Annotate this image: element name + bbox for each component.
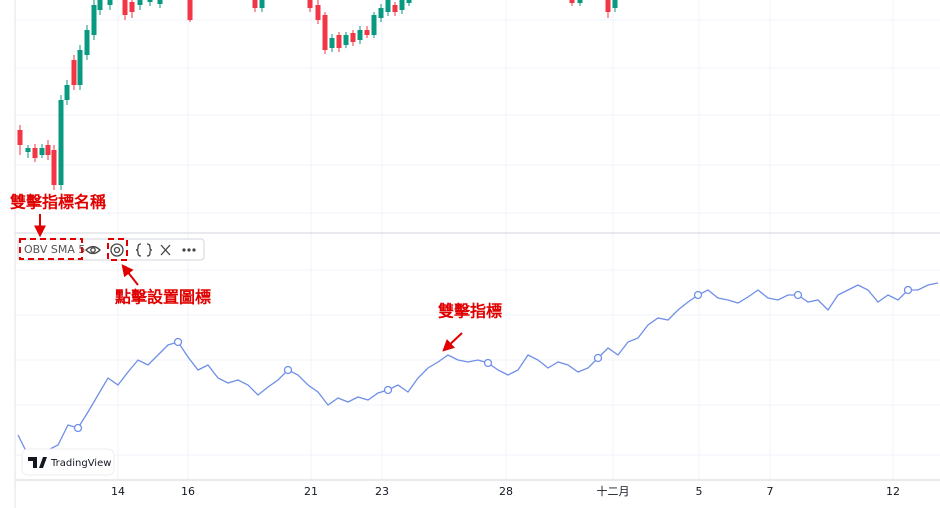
settings-icon[interactable] <box>110 243 124 257</box>
annotation-text: 雙擊指標 <box>438 302 502 321</box>
candle-body <box>569 0 575 3</box>
candle-body <box>64 85 70 100</box>
candle-body <box>91 5 97 35</box>
x-tick-label: 14 <box>111 485 125 498</box>
candle-body <box>350 33 356 42</box>
candle-body <box>25 148 31 152</box>
candle-body <box>129 2 135 12</box>
candle-body <box>378 8 384 18</box>
annotation-text: 點擊設置圖標 <box>115 288 211 307</box>
candle-body <box>122 0 128 15</box>
candle-body <box>71 60 77 85</box>
candle-body <box>577 0 583 3</box>
x-tick-label: 十二月 <box>597 484 630 498</box>
obv-pane <box>17 282 939 463</box>
x-tick-label: 16 <box>181 485 195 498</box>
candle-body <box>322 15 328 50</box>
candle-body <box>612 0 618 8</box>
x-tick-label: 21 <box>304 485 318 498</box>
logo-text: TradingView <box>50 458 111 469</box>
candle-body <box>385 0 391 12</box>
legend-icons <box>85 243 171 257</box>
x-tick-label: 7 <box>767 485 774 498</box>
arrow <box>121 264 139 286</box>
candle-body <box>77 50 83 85</box>
line-marker <box>793 290 803 300</box>
candle-body <box>259 0 265 8</box>
arrow <box>442 332 463 352</box>
line-marker <box>73 423 83 433</box>
annotations: 雙擊指標名稱 點擊設置圖標 雙擊指標 <box>10 193 502 352</box>
candle-body <box>39 148 45 155</box>
x-tick-label: 28 <box>499 485 513 498</box>
x-tick-label: 12 <box>886 485 900 498</box>
candle-body <box>364 30 370 35</box>
candle-body <box>252 0 258 8</box>
logo[interactable]: TradingView <box>21 448 115 476</box>
candle-body <box>406 0 412 3</box>
source-icon[interactable] <box>135 243 153 257</box>
candle-body <box>157 0 163 4</box>
logo-mark <box>28 457 47 468</box>
candle-body <box>343 35 349 45</box>
logo-box <box>21 448 115 476</box>
horizontal-grid <box>15 19 940 456</box>
candle-body <box>97 0 103 10</box>
candle-body <box>137 0 143 5</box>
x-tick-label: 23 <box>375 485 389 498</box>
candle-body <box>605 0 611 12</box>
candles <box>17 0 618 190</box>
dashed-box <box>19 238 83 260</box>
candle-body <box>357 30 363 40</box>
candle-body <box>399 0 405 10</box>
candle-body <box>45 145 51 155</box>
candle-body <box>32 148 38 158</box>
candle-body <box>336 35 342 48</box>
line-marker <box>693 290 703 300</box>
candle-body <box>371 15 377 35</box>
candle-body <box>392 5 398 12</box>
candle-body <box>58 100 64 185</box>
candle-body <box>51 150 57 185</box>
remove-icon[interactable] <box>160 244 171 256</box>
obv-line <box>17 282 939 463</box>
line-marker <box>593 353 603 363</box>
line-marker <box>903 285 913 295</box>
candle-body <box>107 0 113 5</box>
x-axis-labels: 14 16 21 23 28 十二月 5 7 12 <box>111 484 900 498</box>
indicator-name[interactable]: OBV SMA 5 <box>24 243 85 256</box>
candle-body <box>307 0 313 8</box>
line-marker <box>483 358 493 368</box>
candle-body <box>187 0 193 20</box>
annotation-text: 雙擊指標名稱 <box>10 193 106 212</box>
eye-icon[interactable] <box>85 245 101 255</box>
candle-body <box>329 38 335 48</box>
candle-body <box>147 0 153 2</box>
candle-body <box>17 130 23 145</box>
line-marker <box>173 337 183 347</box>
line-marker <box>283 365 293 375</box>
more-icon[interactable] <box>182 248 196 252</box>
line-marker <box>383 385 393 395</box>
candle-body <box>315 5 321 20</box>
candle-body <box>84 30 90 55</box>
x-tick-label: 5 <box>696 485 703 498</box>
indicator-legend[interactable]: OBV SMA 5 <box>17 238 205 261</box>
